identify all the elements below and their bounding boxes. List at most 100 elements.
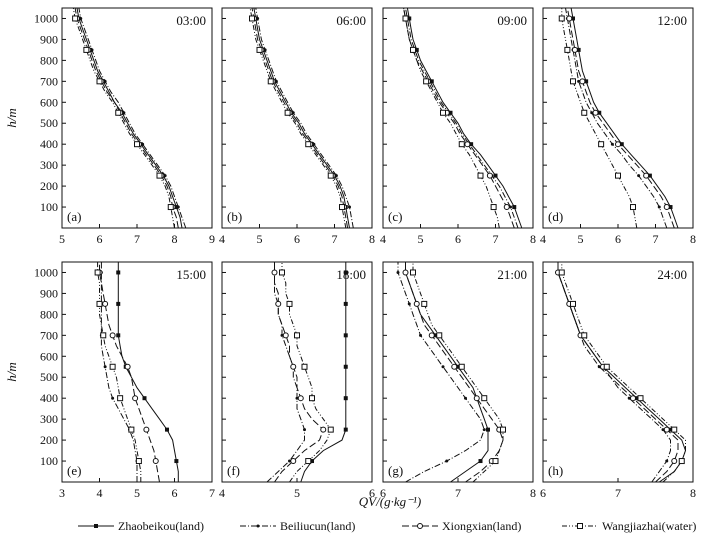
y-axis-label-bottom: h/m [4,362,19,382]
x-tick-label: 5 [294,486,300,500]
data-point [486,427,490,432]
data-point [96,78,103,85]
panel-time: 24:00 [657,267,687,282]
legend-label-1: Beiliucun(land) [280,519,355,533]
data-point [267,78,274,85]
y-tick-label: 200 [40,433,58,447]
data-point [312,142,316,146]
data-point [163,174,167,178]
data-point [634,396,639,401]
data-point [176,205,180,209]
series-line-0 [76,7,183,229]
panel-b: 4 5 6 7 8 (b) 06:00 [219,7,375,246]
data-point [579,78,586,85]
series-line-0 [117,262,179,482]
x-tick-label: 7 [332,232,338,246]
data-point [152,458,159,465]
data-point [343,301,348,306]
data-point [165,427,169,432]
x-tick-label: 4 [219,486,225,500]
data-point [90,48,94,52]
legend-marker-3 [577,523,583,529]
y-tick-label: 700 [40,74,58,88]
data-point [116,333,121,338]
data-point [83,46,90,53]
data-point [410,269,416,276]
data-point [414,47,419,52]
data-point [482,428,486,432]
panel-frame [542,7,694,229]
data-point [111,396,115,400]
series-line-1 [266,262,305,483]
data-point [512,205,517,210]
x-tick-label: 4 [380,232,386,246]
data-point [637,395,644,402]
data-point [309,395,315,402]
data-point [423,78,430,85]
y-tick-label: 400 [40,137,58,151]
panel-frame [382,261,534,483]
panel-e: 100 200 300 400 500 600 700 800 900 1000 3 4 5 6 7 (e) 1… [34,261,215,500]
data-point [274,79,278,83]
x-tick-label: 4 [540,232,546,246]
x-tick-label: 6 [294,232,300,246]
data-point [663,204,670,211]
panel-letter: (e) [67,463,81,478]
y-tick-label: 1000 [34,11,58,25]
y-tick-label: 700 [40,328,58,342]
panel-letter: (a) [67,209,81,224]
data-point [630,395,636,402]
data-point [263,48,267,52]
panel-d: 4 5 6 7 8 (d) 12:00 [540,7,696,246]
data-point [571,46,578,53]
series-line-3 [412,262,504,483]
data-point [327,172,334,179]
data-point [500,426,506,433]
data-point [109,332,116,339]
data-point [79,16,83,20]
data-point [590,111,594,115]
y-tick-label: 1000 [34,265,58,279]
x-tick-label: 5 [418,232,424,246]
data-point [271,269,278,276]
x-tick-label: 9 [209,232,215,246]
x-tick-label: 5 [257,232,263,246]
series-line-0 [406,7,523,229]
data-point [327,426,334,433]
panel-frame [221,261,373,483]
data-point [396,270,400,274]
data-point [661,428,665,432]
data-point [301,363,308,370]
data-point [295,396,299,400]
data-point [478,459,483,464]
data-point [419,333,422,337]
data-point [509,205,512,209]
data-point [128,426,135,433]
series-line-3 [249,7,347,229]
data-point [564,46,571,53]
series-line-1 [565,7,668,229]
y-tick-label: 900 [40,32,58,46]
series-line-1 [405,7,519,229]
data-point [481,395,488,402]
x-tick-label: 6 [369,486,375,500]
data-point [297,395,304,402]
y-axis-label-top: h/m [4,108,19,128]
data-point [122,111,126,115]
x-tick-label: 6 [615,232,621,246]
y-tick-label: 100 [40,454,58,468]
data-point [402,269,409,276]
x-tick-label: 7 [615,486,621,500]
panel-time: 21:00 [497,267,527,282]
series-line-2 [566,7,675,229]
x-tick-label: 5 [59,232,65,246]
data-point [290,363,297,370]
series-line-0 [570,7,679,229]
data-point [343,427,348,432]
series-line-2 [74,7,179,229]
series-line-3 [561,8,638,229]
series-line-3 [72,7,175,229]
x-tick-label: 6 [540,486,546,500]
x-tick-label: 7 [209,486,215,500]
data-point [116,270,121,275]
